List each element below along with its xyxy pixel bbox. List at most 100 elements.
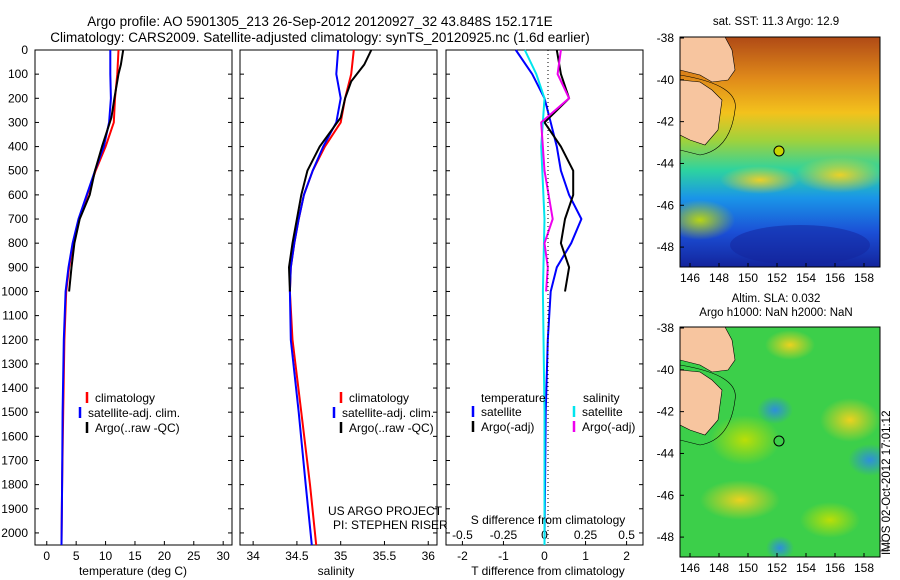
sst-map-title: sat. SST: 11.3 Argo: 12.9	[713, 16, 839, 28]
x-tick-label: 0	[541, 549, 548, 563]
s-diff-tick-label: -0.25	[490, 528, 518, 542]
map-axes: -38 -40 -42 -44 -46 -48 146 148 150 152 154 156 158 -…	[657, 31, 875, 575]
depth-tick-label: 300	[8, 115, 28, 129]
series-line	[514, 49, 583, 546]
x-axes: 0 5 10 15 20 25 30 34 34.5 35 35.5 36 -2 -1 0 1 2 -0.5 -0.…	[43, 528, 635, 563]
map-lat-label: -40	[657, 73, 675, 87]
depth-tick-label: 1600	[1, 429, 28, 443]
sla-map-title2: Argo h1000: NaN h2000: NaN	[699, 307, 852, 319]
s-diff-tick-label: 0.5	[618, 528, 635, 542]
map-lon-label: 152	[767, 561, 787, 575]
legend-label: Argo(-adj)	[481, 420, 534, 434]
x-tick-label: 0	[43, 549, 50, 563]
x-tick-label: 34.5	[285, 549, 309, 563]
sst-map-frame	[679, 36, 881, 268]
depth-tick-label: 1900	[1, 502, 28, 516]
map-lon-label: 158	[854, 561, 874, 575]
sla-map	[680, 327, 880, 557]
depth-tick-label: 400	[8, 140, 28, 154]
depth-tick-label: 1100	[2, 309, 28, 323]
side-timestamp: IMOS 02-Oct-2012 17:01:12	[881, 411, 893, 555]
map-lat-label: -44	[657, 446, 675, 460]
map-lat-label: -46	[657, 488, 675, 502]
x-tick-label: 20	[158, 549, 172, 563]
depth-tick-label: 200	[8, 91, 28, 105]
temperature-legend: climatology satellite-adj. clim. Argo(..…	[78, 391, 180, 435]
map-lon-label: 154	[796, 271, 816, 285]
salinity-xlabel: salinity	[318, 564, 355, 578]
depth-tick-label: 900	[8, 260, 28, 274]
map-lon-label: 148	[709, 561, 729, 575]
x-tick-label: 36	[422, 549, 436, 563]
series-line	[288, 49, 342, 546]
x-tick-label: -1	[498, 549, 509, 563]
x-tick-label: 15	[128, 549, 142, 563]
map-lon-label: 154	[796, 561, 816, 575]
legend-head-temperature: temperature	[481, 391, 546, 405]
legend-label: satellite-adj. clim.	[342, 406, 434, 420]
depth-tick-label: 100	[8, 67, 28, 81]
map-lat-label: -46	[657, 198, 675, 212]
series-layer	[60, 49, 583, 546]
map-lon-label: 146	[680, 561, 700, 575]
temperature-xlabel: temperature (deg C)	[79, 564, 187, 578]
depth-tick-label: 500	[8, 164, 28, 178]
map-lon-label: 148	[709, 271, 729, 285]
map-lon-label: 156	[825, 561, 845, 575]
x-tick-label: -2	[457, 549, 468, 563]
legend-label: climatology	[349, 391, 409, 405]
map-lat-label: -42	[657, 405, 675, 419]
series-line	[543, 49, 575, 292]
salinity-legend: climatology satellite-adj. clim. Argo(..…	[332, 391, 434, 435]
header-line1: Argo profile: AO 5901305_213 26-Sep-2012…	[87, 14, 553, 29]
x-tick-label: 34	[246, 549, 260, 563]
sst-float-marker	[773, 145, 785, 157]
depth-tick-label: 800	[8, 236, 28, 250]
depth-axis: 0 100 200 300 400 500 600 700 800 900 1000 1100 1200…	[1, 43, 643, 540]
legend-label: Argo(-adj)	[582, 420, 635, 434]
legend-label: satellite-adj. clim.	[88, 406, 180, 420]
map-lon-label: 152	[767, 271, 787, 285]
depth-tick-label: 700	[8, 212, 28, 226]
sla-land-mainland	[680, 327, 736, 373]
depth-tick-label: 1200	[1, 333, 28, 347]
sst-land-tasmania	[680, 79, 723, 146]
series-line	[540, 49, 571, 292]
map-lat-label: -38	[657, 31, 675, 45]
sla-map-title1: Altim. SLA: 0.032	[732, 293, 821, 305]
depth-tick-label: 1800	[1, 478, 28, 492]
x-tick-label: 30	[216, 549, 230, 563]
legend-label: satellite	[582, 405, 623, 419]
depth-tick-label: 1400	[1, 381, 28, 395]
x-tick-label: 35.5	[373, 549, 397, 563]
map-lat-label: -42	[657, 115, 675, 129]
map-lat-label: -44	[657, 156, 675, 170]
depth-tick-label: 1500	[1, 405, 28, 419]
sla-land-tasmania	[680, 369, 723, 436]
map-lon-label: 150	[738, 271, 758, 285]
map-lat-label: -38	[657, 321, 675, 335]
x-tick-label: 1	[582, 549, 589, 563]
difference-xlabel: T difference from climatology	[471, 564, 625, 578]
sst-land-mainland	[680, 37, 736, 83]
header-line2: Climatology: CARS2009. Satellite-adjuste…	[50, 30, 590, 45]
series-line	[523, 49, 546, 545]
map-lat-label: -48	[657, 240, 675, 254]
map-lon-label: 146	[680, 271, 700, 285]
sst-map	[680, 37, 880, 267]
legend-label: Argo(..raw -QC)	[95, 421, 180, 435]
depth-tick-label: 1700	[1, 453, 28, 467]
x-tick-label: 10	[99, 549, 113, 563]
map-lon-label: 156	[825, 271, 845, 285]
series-line	[288, 49, 355, 546]
s-diff-tick-label: 0.25	[574, 528, 598, 542]
map-lon-label: 150	[738, 561, 758, 575]
legend-label: satellite	[481, 405, 522, 419]
depth-tick-label: 2000	[1, 526, 28, 540]
salinity-panel-frame	[239, 49, 438, 546]
x-tick-label: 35	[334, 549, 348, 563]
x-tick-label: 25	[187, 549, 201, 563]
sla-float-marker	[773, 435, 785, 447]
depth-tick-label: 0	[21, 43, 28, 57]
